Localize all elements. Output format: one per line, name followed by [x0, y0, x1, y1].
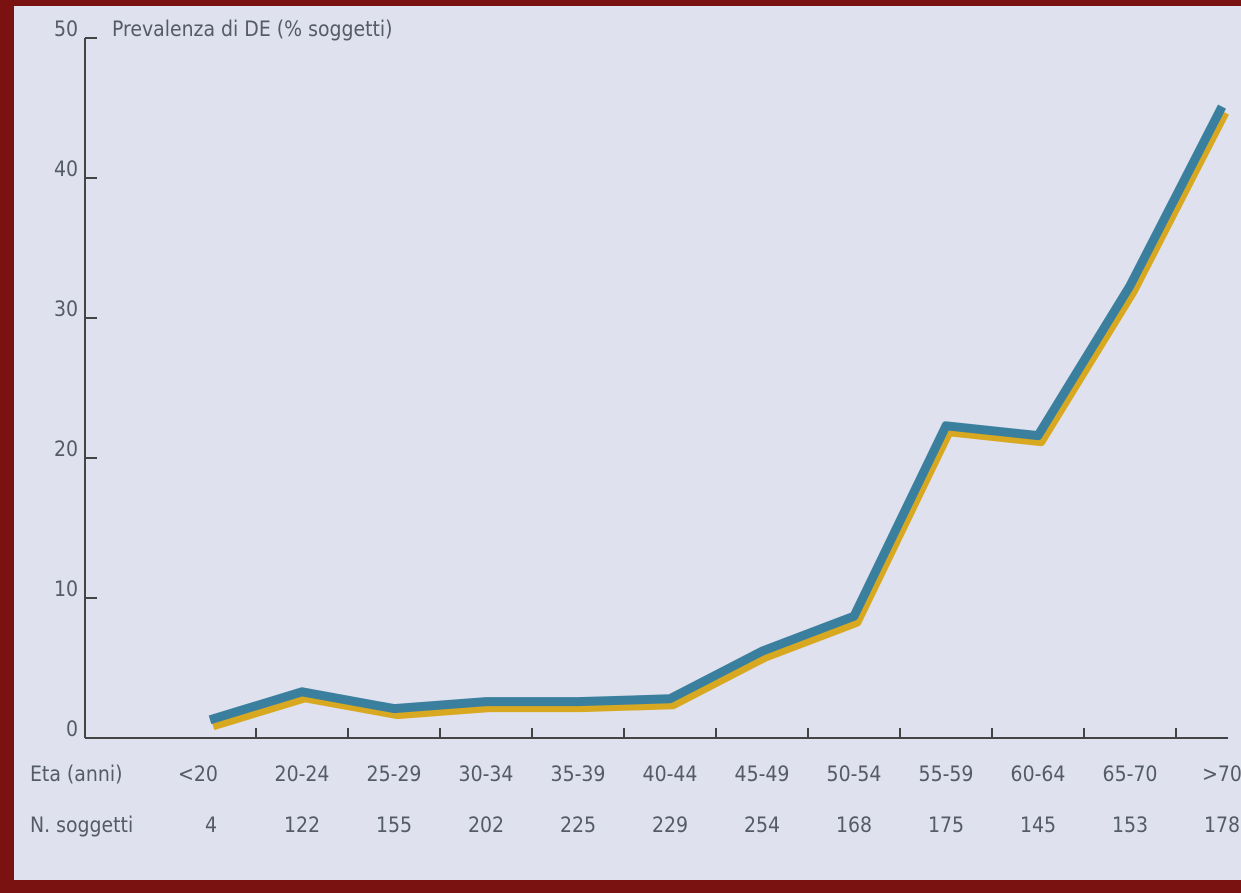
line [208, 104, 1227, 725]
count-label: 178 [1204, 813, 1240, 837]
count-label: 168 [836, 813, 872, 837]
x-tick-label: 40-44 [643, 762, 698, 786]
count-label: 145 [1020, 813, 1056, 837]
x-tick-label: 30-34 [459, 762, 514, 786]
x-tick-label: 50-54 [827, 762, 882, 786]
x-tick-label: 35-39 [551, 762, 606, 786]
x-tick-label: 20-24 [275, 762, 330, 786]
count-label: 122 [284, 813, 320, 837]
x-tick-label: >70 [1202, 762, 1241, 786]
x-tick-label: 45-49 [735, 762, 790, 786]
y-tick-label: 10 [54, 577, 78, 601]
count-label: 155 [376, 813, 412, 837]
x-tick-label: 60-64 [1011, 762, 1066, 786]
y-tick-label: 50 [54, 17, 78, 41]
y-tick-label: 20 [54, 437, 78, 461]
x-tick-label: <20 [178, 762, 218, 786]
x-axis-title: Eta (anni) [30, 762, 122, 786]
x-tick-label: 55-59 [919, 762, 974, 786]
count-label: 254 [744, 813, 780, 837]
x-tick-label: 65-70 [1103, 762, 1158, 786]
x-tick-label: 25-29 [367, 762, 422, 786]
count-label: 202 [468, 813, 504, 837]
counts-title: N. soggetti [30, 813, 133, 837]
chart-title: Prevalenza di DE (% soggetti) [112, 17, 393, 41]
line-shadow [211, 110, 1230, 731]
count-label: 225 [560, 813, 596, 837]
count-label: 4 [205, 813, 217, 837]
y-tick-label: 40 [54, 157, 78, 181]
plot-background [14, 6, 1241, 880]
y-tick-label: 30 [54, 297, 78, 321]
y-tick-label: 0 [66, 717, 78, 741]
count-label: 153 [1112, 813, 1148, 837]
count-label: 175 [928, 813, 964, 837]
count-label: 229 [652, 813, 688, 837]
